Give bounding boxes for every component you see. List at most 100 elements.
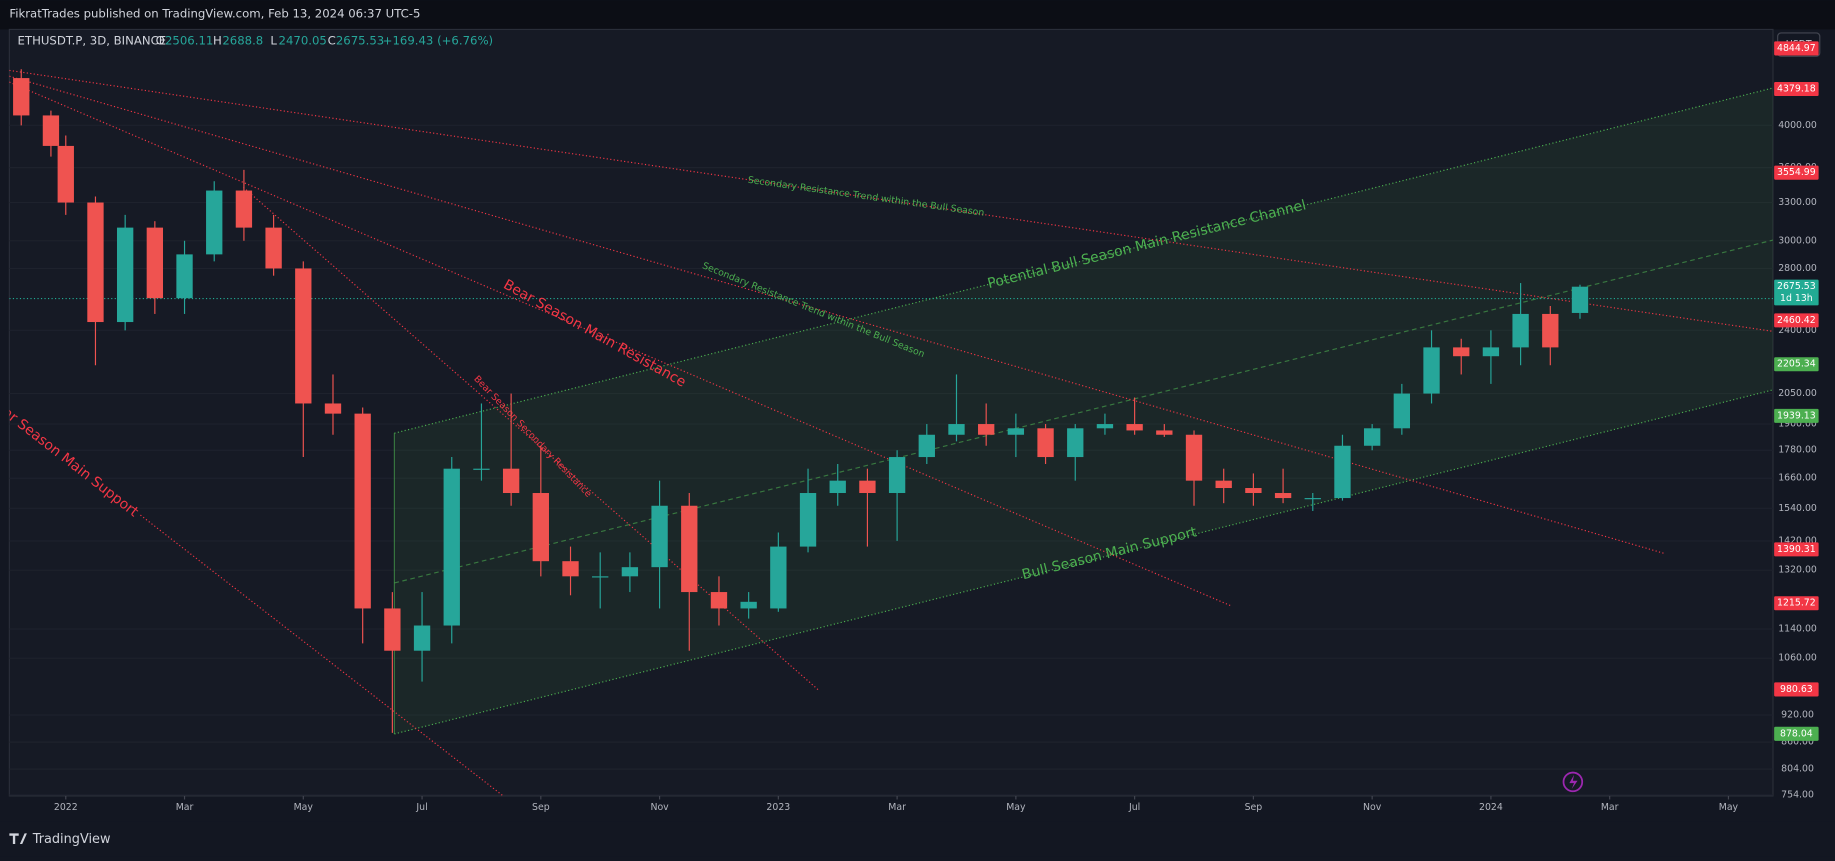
channel-top <box>394 87 1773 434</box>
candle-body <box>1571 286 1589 313</box>
channel-fill <box>394 87 1773 734</box>
candles <box>13 69 1589 733</box>
x-tick-label: Nov <box>650 802 669 813</box>
candle-body <box>1067 428 1084 458</box>
candle-body <box>146 227 164 299</box>
x-tick-label: May <box>1006 802 1026 813</box>
price-label: 1390.31 <box>1777 544 1816 555</box>
price-label: 3554.99 <box>1777 167 1816 178</box>
x-tick-label: Mar <box>1601 802 1619 813</box>
price-label: 2205.34 <box>1777 359 1816 370</box>
candle-body <box>621 567 639 577</box>
top-bar <box>0 0 1835 30</box>
price-label-box <box>1774 408 1819 423</box>
price-label-box <box>1774 596 1819 611</box>
price-label-box <box>1774 313 1819 328</box>
price-label-box <box>1774 165 1819 180</box>
candle-body <box>770 546 787 609</box>
y-tick-label: 4000.00 <box>1778 120 1817 131</box>
ohlc-letter: L <box>270 34 277 48</box>
price-label: 4844.97 <box>1777 43 1816 54</box>
footer-bar <box>0 821 1835 857</box>
candle-body <box>354 413 371 609</box>
candle-body <box>888 457 906 494</box>
change: +169.43 (+6.76%) <box>383 34 493 48</box>
brand-logo <box>9 833 27 844</box>
resistance-line <box>9 75 1666 555</box>
x-tick-label: Sep <box>1245 802 1263 813</box>
candle-body <box>1363 428 1381 446</box>
candle-body <box>42 115 60 146</box>
x-tick-label: Sep <box>532 802 550 813</box>
y-tick-label: 2800.00 <box>1778 263 1817 274</box>
x-tick-label: Mar <box>176 802 194 813</box>
y-tick-label: 1060.00 <box>1778 653 1817 664</box>
candle-body <box>1334 445 1351 499</box>
candle-body <box>562 561 579 577</box>
countdown: 1d 13h <box>1780 293 1813 304</box>
x-tick-label: May <box>294 802 314 813</box>
candle-body <box>1512 313 1529 348</box>
ohlc-value: 2688.8 <box>222 34 263 48</box>
candle-body <box>1453 347 1470 357</box>
price-label: 980.63 <box>1780 684 1813 695</box>
candle-body <box>1156 430 1173 435</box>
candle-body <box>829 480 846 494</box>
candle-body <box>295 268 312 404</box>
symbol: ETHUSDT.P, 3D, BINANCE <box>18 34 167 48</box>
y-tick-label: 920.00 <box>1781 710 1814 721</box>
candle-body <box>859 480 876 494</box>
candle-body <box>532 493 549 562</box>
candle-body <box>1096 424 1114 429</box>
candle-body <box>710 592 728 609</box>
brand: TradingView <box>32 832 111 847</box>
y-tick-label: 1140.00 <box>1778 624 1817 635</box>
y-tick-label: 804.00 <box>1781 764 1814 775</box>
candle-body <box>681 505 698 593</box>
alert-icon[interactable] <box>1562 771 1584 793</box>
candle-body <box>1274 493 1292 499</box>
price-label: 2675.53 <box>1777 281 1816 292</box>
candle-body <box>13 78 30 116</box>
candle-body <box>1423 347 1440 394</box>
resistance-line <box>243 186 820 692</box>
price-label-box <box>1774 682 1819 697</box>
candle-body <box>265 227 282 269</box>
candle-body <box>1126 424 1143 431</box>
x-tick-label: May <box>1719 802 1739 813</box>
y-tick-label: 3000.00 <box>1778 235 1817 246</box>
candle-body <box>413 625 431 651</box>
ohlc-value: 2675.53 <box>336 34 384 48</box>
candle-body <box>87 202 104 323</box>
price-label-box <box>1774 726 1819 741</box>
y-tick-label: 1660.00 <box>1778 473 1817 484</box>
candle-body <box>443 468 460 626</box>
candle-body <box>116 227 134 323</box>
y-tick-label: 1420.00 <box>1778 535 1817 546</box>
candle-body <box>1245 488 1262 494</box>
price-label-box <box>1774 357 1819 372</box>
candle-body <box>1482 347 1500 357</box>
candle-body <box>948 424 965 435</box>
y-tick-label: 2400.00 <box>1778 325 1817 336</box>
channel-bottom <box>394 389 1773 735</box>
price-label-box <box>1774 279 1819 306</box>
x-tick-label: Jul <box>1128 802 1140 813</box>
x-tick-label: 2022 <box>54 802 78 813</box>
candle-body <box>384 608 401 651</box>
resistance-line <box>9 81 1233 607</box>
candle-body <box>799 493 817 547</box>
candle-body <box>235 190 253 228</box>
y-tick-label: 754.00 <box>1781 789 1814 800</box>
candle-body <box>1542 313 1559 348</box>
candle-body <box>918 434 935 458</box>
candle-body <box>1215 480 1232 489</box>
price-label-box <box>1774 81 1819 97</box>
candle-body <box>57 145 74 203</box>
y-tick-label: 1900.00 <box>1778 419 1817 430</box>
y-tick-label: 2050.00 <box>1778 388 1817 399</box>
resistance-line <box>9 69 1773 332</box>
candle-body <box>1393 393 1411 429</box>
